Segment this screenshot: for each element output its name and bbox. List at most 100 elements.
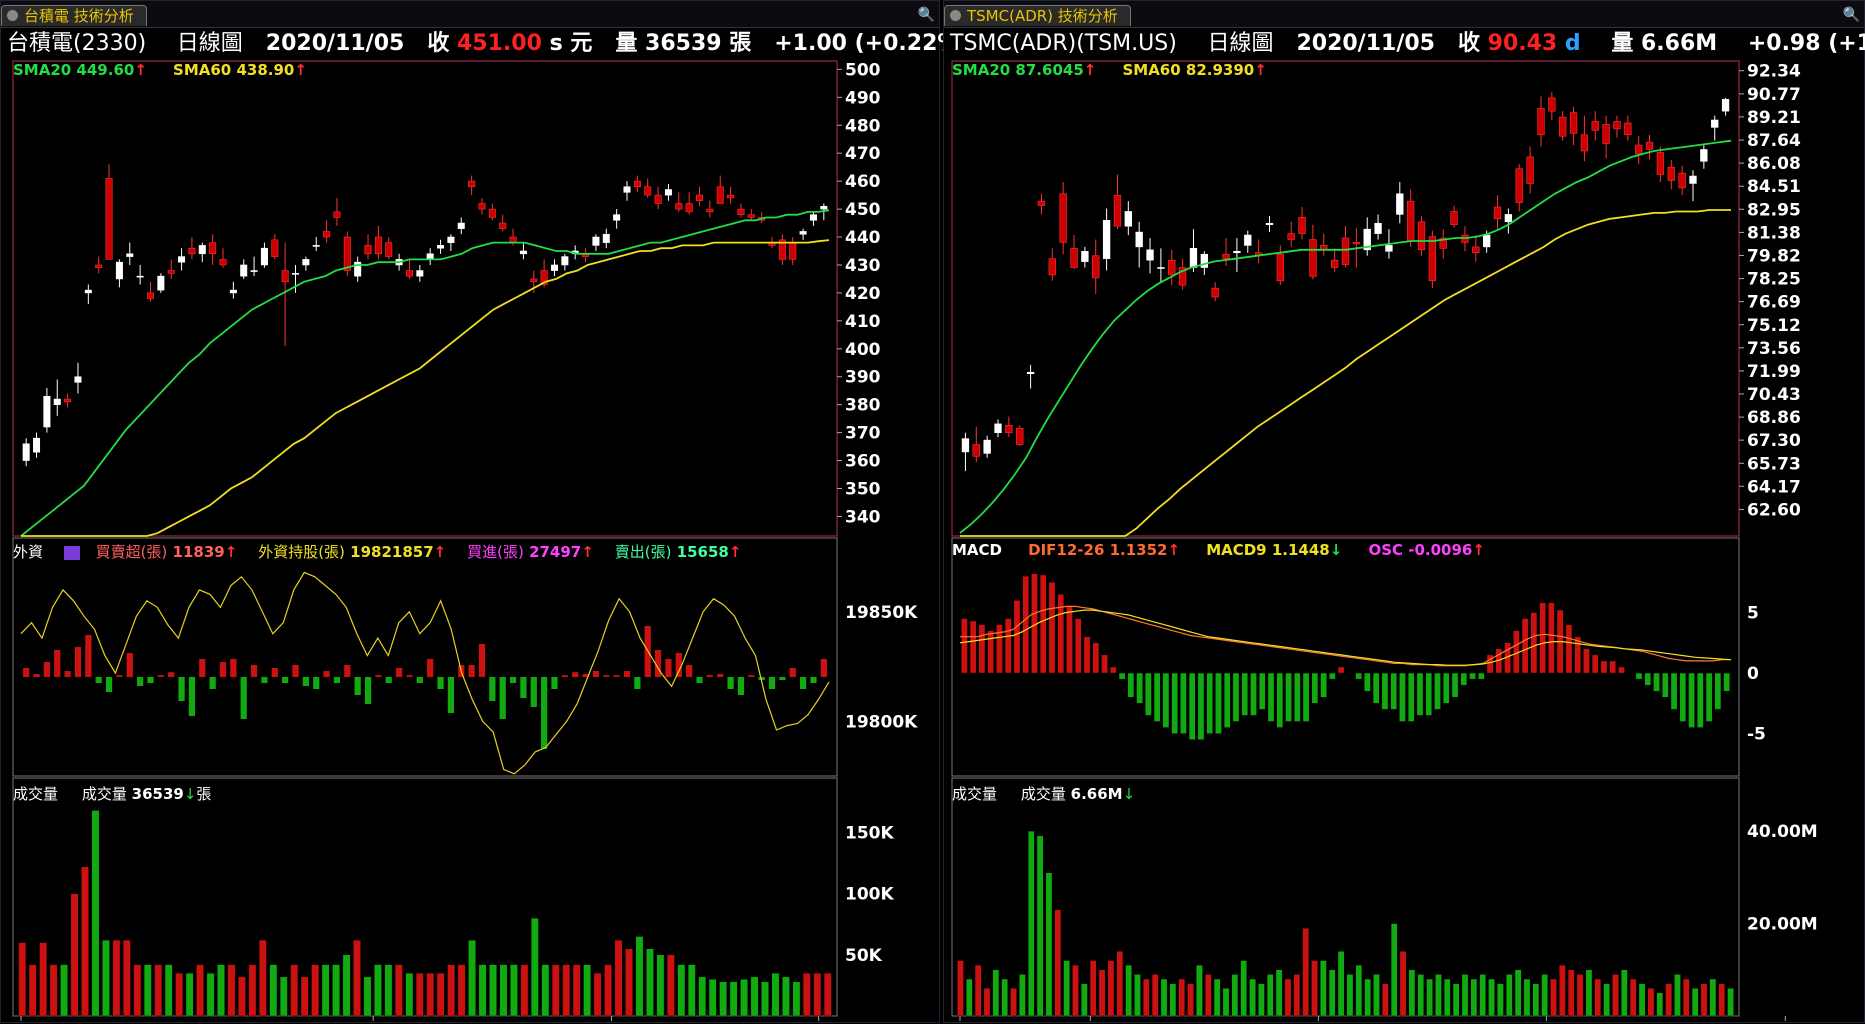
tab-circle-icon[interactable]	[7, 10, 18, 21]
volume-bar	[70, 893, 79, 1017]
candle	[1591, 121, 1599, 131]
foreign-net-bar	[375, 675, 382, 677]
candle	[1113, 194, 1122, 227]
foreign-net-bar	[727, 677, 734, 689]
buy-label: 買進(張)	[467, 543, 524, 561]
candle	[271, 239, 279, 257]
volume-bar	[112, 939, 121, 1017]
candle	[126, 253, 134, 257]
quote-date: 2020/11/05	[1296, 31, 1435, 56]
foreign-net-bar	[116, 675, 123, 677]
candle	[260, 247, 268, 266]
foreign-net-bar	[323, 671, 330, 677]
volume-tick-label: 100K	[845, 885, 894, 905]
candle	[1624, 122, 1632, 136]
foreign-net-bar	[603, 675, 610, 677]
osc-bar	[1127, 672, 1135, 698]
volume-bar	[1072, 964, 1079, 1017]
candle	[188, 247, 196, 255]
volume-value: 6.66M	[1641, 31, 1718, 56]
macd-tick-label: -5	[1747, 725, 1766, 745]
volume-bar	[269, 964, 278, 1017]
close-value: 451.00	[457, 31, 542, 56]
foreign-tick-label: 19850K	[845, 603, 918, 623]
foreign-net-bar	[292, 665, 299, 677]
zoom-icon[interactable]: 🔍	[1842, 7, 1860, 23]
candle	[1667, 166, 1675, 181]
volume-bar	[1700, 983, 1708, 1017]
price-tick-label: 420	[845, 284, 881, 304]
osc-bar	[1530, 612, 1538, 674]
osc-bar	[1583, 648, 1590, 674]
volume-bar	[447, 964, 456, 1017]
price-change: +0.98 (+1.10%)	[1747, 31, 1865, 56]
candle	[1092, 255, 1100, 279]
volume-bar	[258, 939, 267, 1017]
candle	[1048, 258, 1056, 276]
volume-bar	[687, 964, 696, 1017]
price-tick-label: 65.73	[1747, 454, 1801, 474]
osc-bar	[987, 630, 994, 674]
candle	[654, 194, 662, 204]
volume-bar	[782, 976, 790, 1017]
foreign-net-bar	[499, 677, 506, 719]
volume-bar	[1390, 923, 1398, 1017]
foreign-net-bar	[209, 677, 216, 689]
volume-bar	[1213, 978, 1221, 1017]
osc-bar	[1329, 672, 1336, 680]
up-arrow-icon: ↑	[1254, 61, 1267, 79]
foreign-net-bar	[168, 672, 175, 677]
volume-bar	[1559, 964, 1566, 1017]
candle	[1406, 200, 1415, 242]
candle	[1102, 220, 1111, 259]
volume-bar	[983, 988, 991, 1017]
foreign-net-bar	[261, 677, 268, 683]
volume-bar	[415, 972, 424, 1017]
foreign-net-bar	[551, 677, 558, 689]
volume-bar	[1709, 978, 1717, 1017]
volume-bar	[1497, 983, 1504, 1017]
volume-bar	[39, 942, 48, 1017]
volume-bar	[489, 964, 497, 1017]
candle	[1189, 248, 1198, 268]
volume-label: 量	[1611, 31, 1634, 56]
volume-bar	[510, 964, 518, 1017]
volume-bar	[1638, 983, 1646, 1017]
volume-bar	[1718, 983, 1726, 1017]
zoom-icon[interactable]: 🔍	[917, 7, 935, 23]
candle	[1711, 119, 1719, 128]
candle	[1244, 234, 1252, 246]
foreign-net-bar	[582, 674, 589, 677]
volume-bar	[60, 964, 68, 1017]
volume-bar	[1169, 983, 1177, 1017]
osc-bar	[1486, 654, 1494, 674]
price-tick-label: 78.25	[1747, 270, 1801, 290]
candle	[550, 264, 558, 271]
price-tick-label: 490	[845, 88, 881, 108]
price-tick-label: 87.64	[1747, 131, 1801, 151]
volume-bar	[1505, 974, 1513, 1017]
list-icon[interactable]	[63, 545, 80, 560]
period-label: 日線圖	[176, 31, 243, 56]
price-tick-label: 500	[845, 60, 881, 80]
right-tab[interactable]: TSMC(ADR) 技術分析	[944, 5, 1131, 26]
candle	[323, 231, 331, 238]
volume-bar	[1452, 983, 1460, 1017]
foreign-net-bar	[199, 659, 206, 677]
volume-bar	[1514, 969, 1522, 1017]
osc-bar	[1591, 654, 1599, 674]
candle	[1276, 253, 1285, 282]
sma60-label: SMA60 82.9390	[1122, 61, 1255, 79]
volume-bar	[49, 964, 58, 1017]
right-chart-svg: 92.34 90.77 89.21 87.64 86.08 84.51 82.95 81.38…	[951, 60, 1818, 1024]
foreign-net-bar	[623, 671, 631, 677]
up-arrow-icon: ↑	[224, 543, 238, 561]
volume-bar	[656, 954, 665, 1017]
volume-bar	[91, 810, 100, 1017]
osc-bar	[1434, 672, 1441, 710]
foreign-net-bar	[561, 675, 568, 677]
left-tab[interactable]: 台積電 技術分析	[1, 5, 147, 26]
tab-circle-icon[interactable]	[950, 10, 961, 21]
foreign-net-bar	[478, 644, 486, 677]
volume-bar	[1337, 951, 1345, 1017]
